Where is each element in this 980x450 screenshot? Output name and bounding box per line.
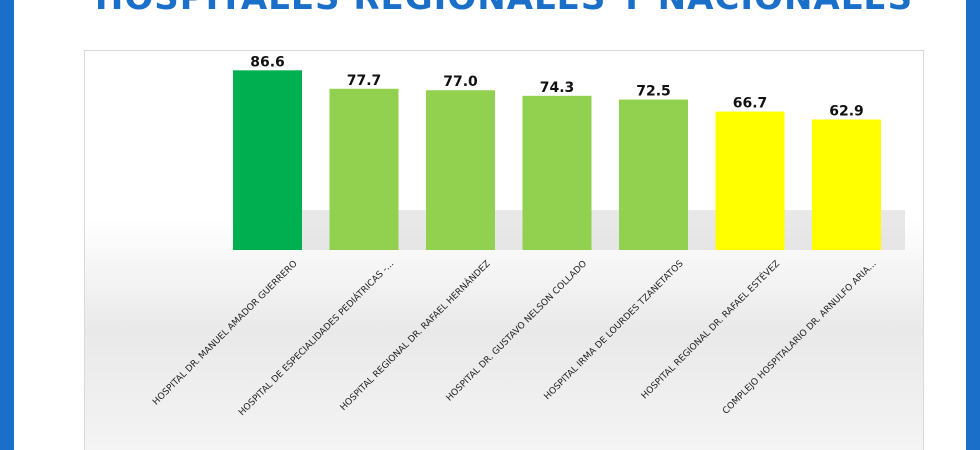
data-label: 72.5	[636, 84, 671, 100]
data-label: 77.0	[443, 74, 478, 90]
bar	[522, 95, 592, 250]
data-label: 77.7	[347, 73, 382, 89]
bar	[426, 90, 495, 250]
category-label: HOSPITAL DE ESPECIALIDADES PEDIÁTRICAS -…	[236, 258, 396, 418]
bar	[233, 70, 302, 251]
category-label: HOSPITAL DR. MANUEL AMADOR GUERRERO	[151, 259, 299, 407]
chart-title: HOSPITALES REGIONALES Y NACIONALES	[14, 0, 966, 18]
data-label: 74.3	[540, 80, 575, 96]
data-label: 86.6	[250, 54, 285, 70]
bar	[812, 119, 881, 250]
bar	[329, 88, 399, 251]
bar	[715, 111, 785, 250]
data-label: 66.7	[733, 96, 768, 112]
bar	[619, 99, 688, 250]
category-label: COMPLEJO HOSPITALARIO DR. ARNULFO ARIA..…	[721, 259, 879, 417]
data-label: 62.9	[829, 103, 864, 119]
category-label: HOSPITAL REGIONAL DR. RAFAEL HERNÁNDEZ	[337, 258, 492, 413]
